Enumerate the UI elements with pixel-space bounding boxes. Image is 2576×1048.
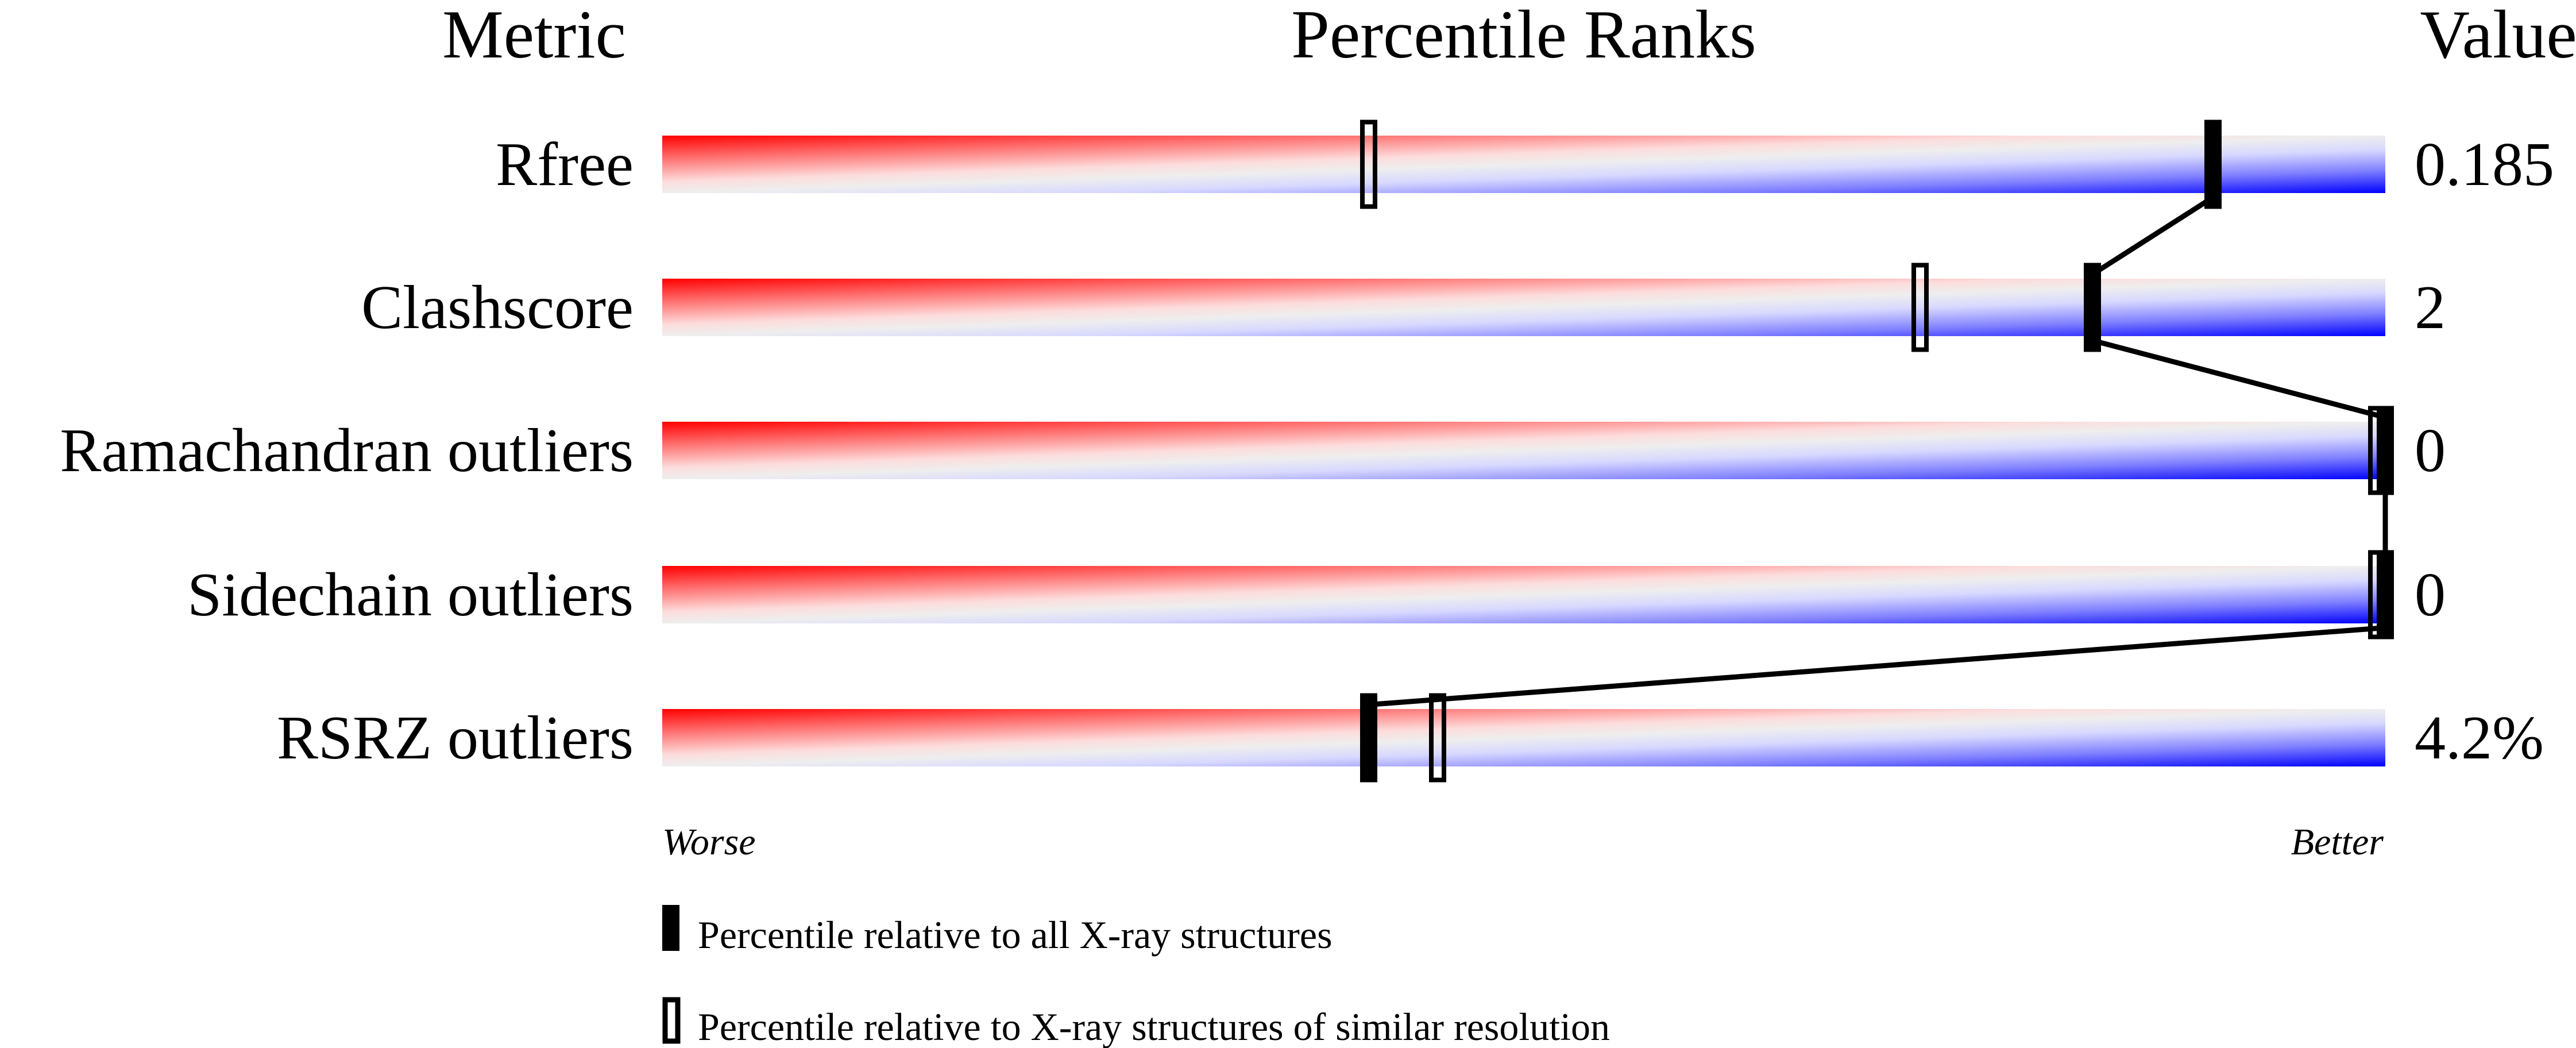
connector-line [1368,625,2386,707]
metric-label: RSRZ outliers [277,704,634,772]
percentile-bar [662,422,2385,479]
percentile-bar [662,566,2385,623]
connector-line [2091,195,2215,277]
header-value: Value [2420,0,2576,72]
metric-label: Ramachandran outliers [60,417,634,485]
all-structures-marker [2377,550,2394,639]
connector-line [2091,338,2386,420]
percentile-bar [662,709,2385,766]
percentile-bar [662,136,2385,193]
value-label: 2 [2415,273,2446,342]
similar-resolution-marker [1429,693,1446,783]
legend-hollow-label: Percentile relative to X-ray structures … [698,1005,1610,1048]
metric-label: Clashscore [361,273,634,342]
all-structures-marker [2084,263,2101,352]
value-label: 0.185 [2415,130,2554,199]
metric-label: Rfree [496,130,634,199]
legend-hollow-marker [662,997,681,1044]
metric-label: Sidechain outliers [187,561,634,629]
similar-resolution-marker [1360,120,1377,209]
worse-label: Worse [662,821,756,863]
header-metric: Metric [442,0,626,72]
all-structures-marker [2204,120,2222,209]
all-structures-marker [2377,406,2394,495]
legend-filled-marker [662,905,679,951]
better-label: Better [2291,821,2384,863]
all-structures-marker [1360,693,1377,783]
percentile-bar [662,279,2385,336]
legend-filled-label: Percentile relative to all X-ray structu… [698,913,1333,957]
header-percentile: Percentile Ranks [1291,0,1756,72]
value-label: 4.2% [2415,704,2544,772]
value-label: 0 [2415,417,2446,485]
value-label: 0 [2415,561,2446,629]
similar-resolution-marker [1911,263,1929,352]
